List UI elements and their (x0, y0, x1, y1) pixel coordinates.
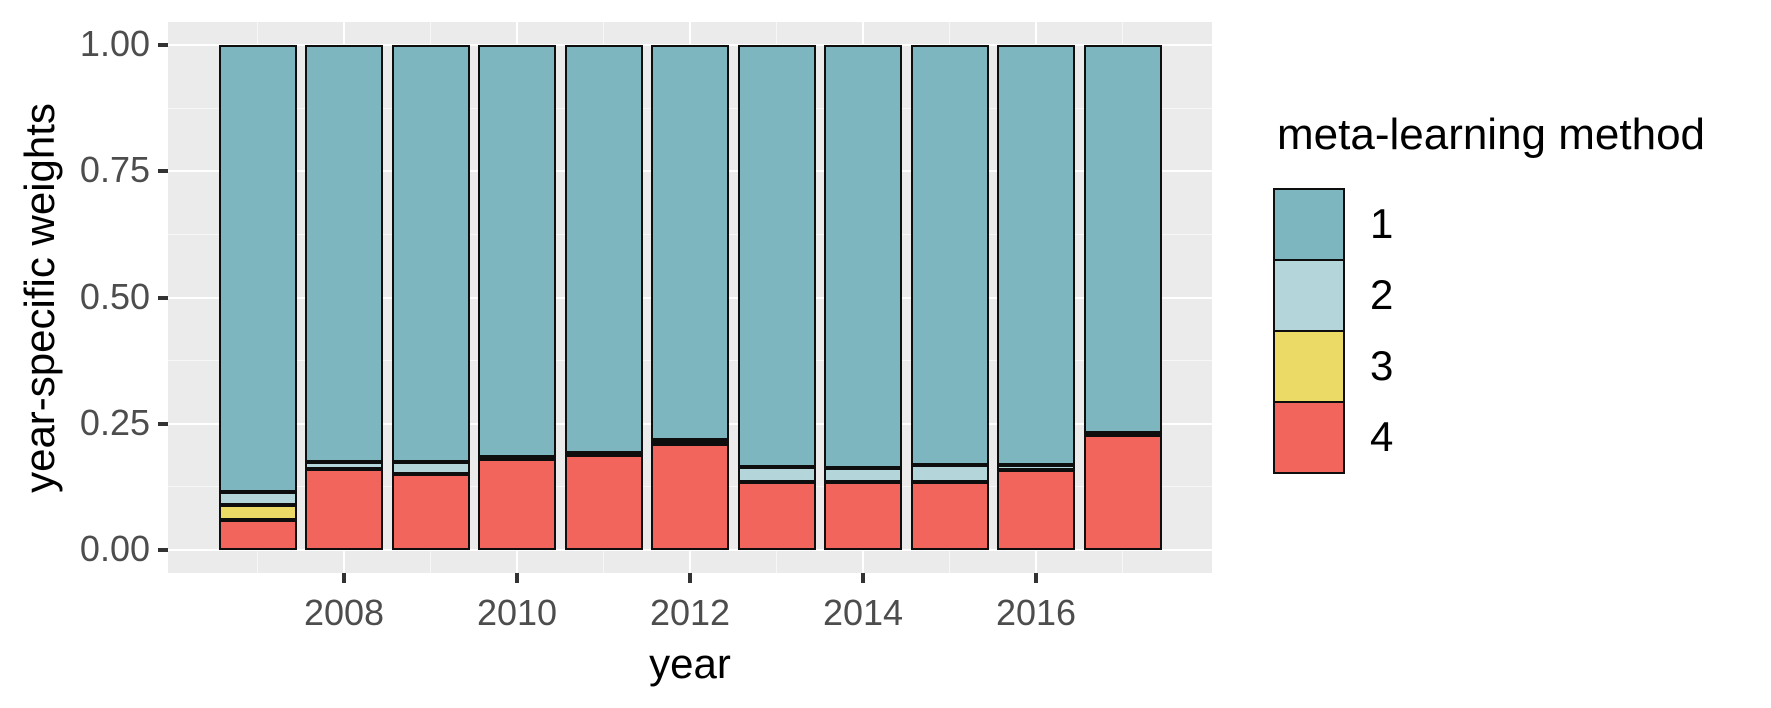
y-tick-mark (158, 548, 168, 552)
x-tick-mark (1034, 573, 1038, 583)
bar-segment-method-4 (218, 519, 297, 550)
bar-segment-method-1 (391, 45, 470, 462)
bar-segment-method-2 (305, 461, 383, 470)
x-tick-label: 2014 (822, 592, 904, 633)
bar-segment-method-1 (997, 45, 1075, 466)
y-axis-title: year-specific weights (16, 102, 63, 493)
x-tick-label: 2016 (995, 592, 1077, 633)
x-tick-mark (342, 573, 346, 583)
bar-segment-method-1 (478, 45, 556, 457)
bar-segment-method-4 (910, 481, 989, 550)
bar-segment-method-1 (651, 45, 729, 441)
x-tick-mark (515, 573, 519, 583)
legend-key-1 (1273, 188, 1345, 261)
bar-segment-method-4 (391, 474, 470, 550)
legend-label-2: 2 (1370, 271, 1394, 319)
y-tick-mark (158, 295, 168, 300)
bar-segment-method-4 (824, 481, 902, 550)
x-tick-label: 2010 (476, 592, 558, 633)
bar-segment-method-3 (218, 504, 297, 520)
y-tick-label: 1.00 (79, 23, 150, 65)
bar-segment-method-2 (737, 466, 816, 482)
y-tick-label: 0.25 (79, 401, 150, 443)
bar-segment-method-2 (997, 465, 1075, 471)
bar-segment-method-1 (1083, 45, 1162, 433)
legend-key-3 (1273, 330, 1345, 403)
x-tick-label: 2012 (649, 592, 731, 633)
x-axis-title: year (649, 640, 731, 687)
x-tick-mark (688, 573, 692, 583)
bar-segment-method-1 (218, 45, 297, 492)
legend-key-4 (1273, 401, 1345, 474)
legend-label-4: 4 (1370, 413, 1394, 461)
bar-segment-method-4 (737, 481, 816, 550)
bar-segment-method-2 (651, 440, 729, 445)
legend: meta-learning method 1 2 3 4 (1270, 110, 1740, 510)
bar-segment-method-1 (305, 45, 383, 462)
bar-segment-method-4 (997, 470, 1075, 550)
legend-key-2 (1273, 259, 1345, 332)
y-tick-label: 0.75 (79, 149, 150, 191)
plot-panel (168, 22, 1212, 573)
bar-segment-method-2 (564, 452, 643, 457)
bar-segment-method-4 (1083, 433, 1162, 550)
bar-segment-method-2 (824, 468, 902, 482)
bar-segment-method-2 (910, 465, 989, 482)
legend-label-3: 3 (1370, 342, 1394, 390)
bar-segment-method-4 (478, 459, 556, 550)
bar-segment-method-4 (651, 443, 729, 550)
bar-segment-method-2 (391, 461, 470, 475)
bar-segment-method-2 (478, 456, 556, 461)
y-tick-label: 0.50 (79, 275, 150, 317)
legend-label-1: 1 (1370, 200, 1394, 248)
bar-segment-method-1 (737, 45, 816, 467)
bar-segment-method-2 (1083, 432, 1162, 437)
bar-segment-method-4 (305, 469, 383, 550)
bar-segment-method-1 (824, 45, 902, 469)
x-tick-mark (861, 573, 865, 583)
y-tick-mark (158, 43, 168, 47)
bar-segment-method-1 (910, 45, 989, 466)
y-tick-mark (158, 169, 168, 174)
x-tick-label: 2008 (303, 592, 385, 633)
bar-segment-method-1 (564, 45, 643, 453)
legend-title: meta-learning method (1277, 110, 1706, 159)
y-tick-mark (158, 421, 168, 426)
bar-segment-method-4 (564, 454, 643, 550)
y-tick-label: 0.00 (79, 528, 150, 570)
bar-segment-method-2 (218, 491, 297, 505)
